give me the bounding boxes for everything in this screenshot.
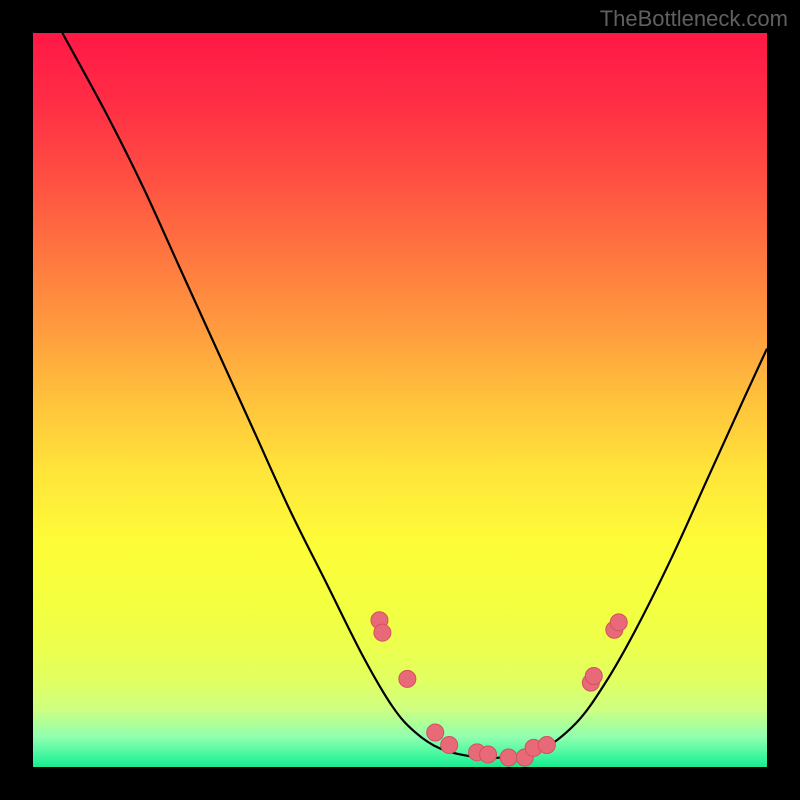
marker-point [585,667,602,684]
marker-point [441,736,458,753]
bottleneck-chart [33,33,767,767]
marker-point [399,670,416,687]
marker-point [610,614,627,631]
marker-point [538,736,555,753]
chart-background [33,33,767,767]
marker-point [480,746,497,763]
marker-point [427,724,444,741]
watermark-text: TheBottleneck.com [600,6,788,32]
chart-svg [33,33,767,767]
marker-point [500,749,517,766]
marker-point [374,624,391,641]
